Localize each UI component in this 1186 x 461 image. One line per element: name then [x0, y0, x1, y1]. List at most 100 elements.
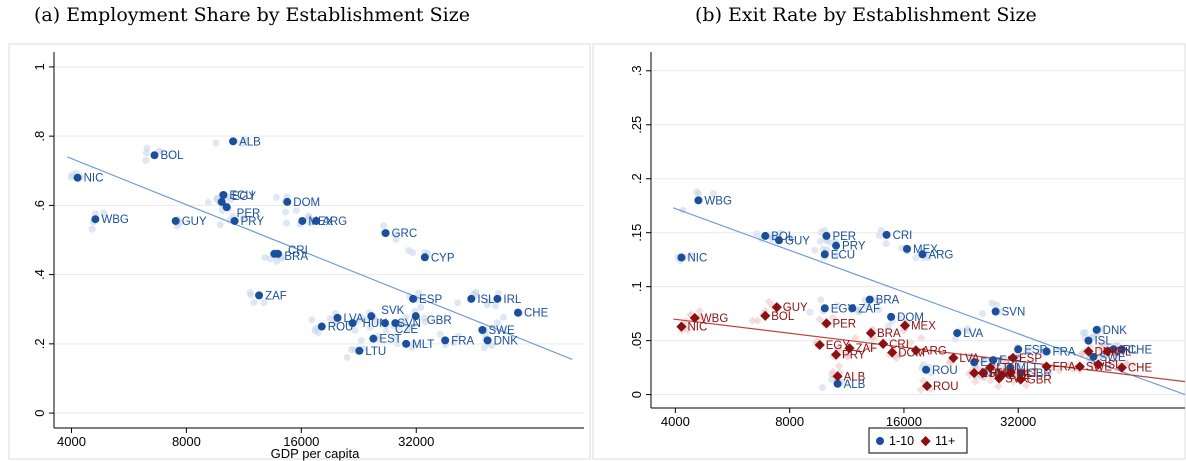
- data-label-rou: ROU: [328, 322, 354, 334]
- cloud-point: [216, 221, 224, 229]
- cloud-point: [710, 190, 718, 198]
- data-point-egy: [820, 304, 829, 313]
- data-label-guy: GUY: [785, 235, 810, 247]
- panel-a-frame: [8, 43, 591, 460]
- cloud-point: [753, 316, 762, 326]
- data-label-cri: CRI: [893, 230, 913, 242]
- data-point-esp2: [989, 356, 998, 365]
- data-label-isl: ISL: [1104, 359, 1122, 371]
- cloud-point: [261, 254, 269, 262]
- data-point-isl: [467, 294, 476, 303]
- y-tick-label: .1: [629, 281, 644, 292]
- cloud-point: [693, 188, 701, 196]
- cloud-point: [392, 235, 400, 243]
- cloud-point: [815, 315, 825, 324]
- cloud-point: [391, 333, 399, 341]
- cloud-point: [88, 225, 96, 233]
- data-label-rou: ROU: [932, 365, 958, 377]
- data-point-hun: [348, 319, 357, 328]
- cloud-point: [1001, 356, 1010, 365]
- data-point-zaf: [848, 304, 857, 313]
- data-point-nic: [73, 173, 82, 182]
- data-label-svn: SVN: [397, 318, 421, 330]
- data-point-dom: [887, 347, 898, 358]
- cloud-point: [896, 314, 904, 322]
- cloud-point: [292, 207, 300, 215]
- cloud-point: [343, 353, 351, 361]
- data-label-che: CHE: [1128, 344, 1153, 356]
- data-point-dnk: [1092, 325, 1101, 334]
- cloud-point: [1129, 360, 1138, 369]
- data-label-guy: GUY: [783, 302, 808, 314]
- cloud-point: [142, 149, 150, 157]
- data-point-arg: [312, 216, 321, 225]
- data-label-alb: ALB: [239, 136, 261, 148]
- cloud-point: [695, 306, 704, 316]
- cloud-point: [855, 308, 863, 316]
- cloud-point: [1027, 344, 1035, 352]
- legend-label-small: 1-10: [889, 434, 914, 448]
- data-point-mlt: [1006, 363, 1015, 372]
- cloud-point: [806, 308, 814, 316]
- data-label-bol: BOL: [771, 311, 795, 323]
- cloud-point: [454, 299, 462, 307]
- cloud-point: [454, 332, 462, 340]
- data-point-nic: [677, 253, 686, 262]
- legend: 1-10 11+: [868, 427, 968, 454]
- cloud-point: [826, 239, 834, 247]
- data-point-cri: [274, 249, 283, 258]
- data-label-irl: IRL: [503, 294, 522, 306]
- data-point-ecu: [219, 191, 228, 199]
- data-label-bol: BOL: [161, 150, 185, 162]
- data-point-swe: [1089, 352, 1098, 361]
- x-tick-label: 32000: [1000, 414, 1036, 429]
- cloud-point: [916, 385, 926, 395]
- data-label-dom: DOM: [897, 312, 924, 324]
- cloud-point: [142, 156, 150, 164]
- data-label-bra: BRA: [876, 295, 900, 307]
- y-tick-label: .6: [32, 200, 47, 211]
- cloud-point: [400, 320, 408, 328]
- legend-marker-small: [876, 437, 884, 445]
- data-point-zaf: [844, 343, 855, 354]
- cloud-point: [877, 226, 885, 234]
- data-point-mlt: [402, 339, 411, 348]
- data-point-lva: [333, 313, 342, 322]
- data-label-irl: IRL: [1114, 346, 1133, 358]
- cloud-point: [994, 382, 1003, 391]
- data-point-pry: [832, 241, 841, 250]
- cloud-point: [882, 239, 890, 247]
- chart-panel-a: 0 .2 .4 .6 .8 1 4000 8000 16000 32000 GDP per capi…: [32, 52, 584, 461]
- data-label-cri: CRI: [889, 339, 909, 351]
- cloud-point: [834, 301, 842, 309]
- data-point-swe: [478, 326, 487, 334]
- y-tick-label: .05: [629, 332, 644, 350]
- data-label-svk: SVK: [1005, 373, 1028, 385]
- cloud-point: [240, 136, 248, 144]
- x-tick-label: 16000: [886, 414, 922, 429]
- legend-box: [868, 427, 968, 454]
- legend-marker-large: [920, 436, 931, 447]
- data-label-zaf: ZAF: [858, 303, 880, 315]
- data-label-wbg: WBG: [101, 214, 129, 226]
- data-label-nic: NIC: [84, 173, 104, 185]
- data-point-pry: [230, 216, 239, 225]
- data-label-nic: NIC: [687, 253, 707, 265]
- cloud-point: [827, 375, 835, 383]
- data-point-lva: [953, 329, 962, 338]
- cloud-point: [884, 322, 892, 330]
- data-point-per: [822, 231, 831, 240]
- data-label-che: CHE: [1128, 363, 1153, 375]
- cloud-point: [764, 297, 774, 306]
- cloud-point: [204, 198, 212, 206]
- cloud-point: [816, 237, 824, 245]
- data-point-wbg: [694, 196, 703, 205]
- data-label-dom: DOM: [898, 348, 925, 360]
- data-point-rou: [317, 322, 326, 331]
- y-tick-label: .4: [32, 269, 47, 280]
- data-label-gbr: GBR: [1027, 374, 1052, 386]
- data-label-dnk: DNK: [1103, 325, 1128, 337]
- data-point-arg: [918, 250, 927, 259]
- data-label-irl: IRL: [1119, 344, 1138, 356]
